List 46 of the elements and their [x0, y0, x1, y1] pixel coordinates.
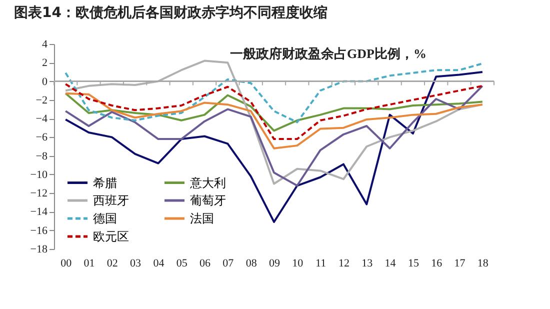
legend-label: 德国 [93, 212, 117, 226]
x-tick-label: 13 [362, 258, 374, 270]
y-tick-label: −10 [30, 168, 48, 181]
x-tick-label: 02 [106, 258, 118, 270]
x-tick-label: 14 [384, 258, 396, 270]
x-tick-label: 08 [246, 258, 258, 270]
x-tick-label: 00 [60, 258, 72, 270]
x-tick-label: 07 [222, 258, 234, 270]
line-series [64, 83, 484, 140]
x-tick-label: 12 [338, 258, 350, 270]
x-tick-label: 09 [269, 258, 280, 270]
legend-label: 希腊 [93, 176, 117, 190]
chart-title: 图表14：欧债危机后各国财政赤字均不同程度收缩 [14, 4, 328, 21]
chart-subtitle: 一般政府财政盈余占GDP比例，% [230, 46, 426, 61]
y-tick-label: 0 [42, 76, 48, 88]
legend-label: 西班牙 [93, 194, 129, 208]
y-tick-label: −2 [36, 94, 48, 106]
y-tick-label: −14 [30, 206, 48, 218]
y-tick-label: −18 [30, 244, 48, 256]
x-tick-label: 04 [153, 258, 165, 270]
line-series [64, 92, 484, 132]
y-tick-label: 2 [42, 57, 48, 70]
line-series [64, 92, 484, 150]
legend-label: 法国 [190, 212, 214, 226]
y-tick-label: −12 [30, 188, 48, 200]
x-tick-label: 17 [454, 258, 466, 270]
x-tick-label: 16 [431, 258, 443, 270]
line-series [64, 70, 484, 223]
y-tick-label: −16 [30, 224, 48, 237]
y-tick-label: −6 [36, 132, 48, 144]
x-tick-label: 15 [408, 258, 420, 270]
y-tick-label: 4 [42, 38, 48, 50]
legend-label: 意大利 [189, 176, 226, 190]
x-tick-label: 11 [316, 258, 326, 270]
x-tick-label: 03 [130, 258, 142, 270]
x-tick-label: 06 [200, 258, 212, 270]
x-tick-label: 01 [84, 258, 95, 270]
legend-label: 欧元区 [93, 230, 129, 244]
y-tick-label: −8 [36, 150, 48, 162]
legend-label: 葡萄牙 [190, 194, 226, 208]
x-tick-label: 18 [477, 258, 489, 270]
line-series [64, 84, 484, 187]
y-tick-label: −4 [36, 113, 48, 126]
line-series [64, 62, 484, 124]
x-tick-label: 05 [176, 258, 188, 270]
x-tick-label: 10 [292, 258, 304, 270]
